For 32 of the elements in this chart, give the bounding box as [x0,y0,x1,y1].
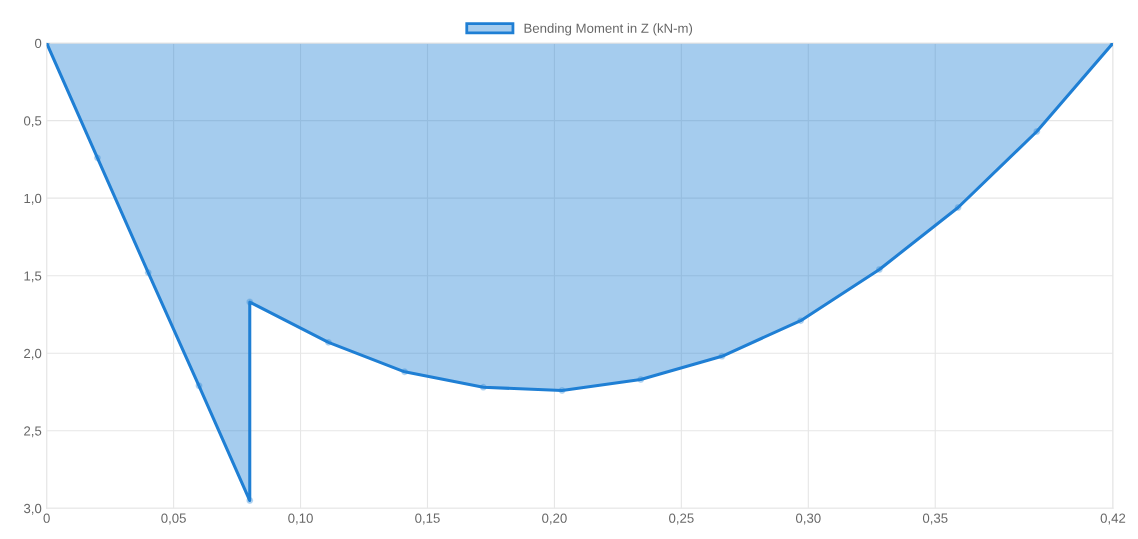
point [324,338,332,346]
x-tick-label: 0,20 [542,513,567,525]
point [1033,128,1041,135]
x-tick-label: 0,25 [669,513,694,525]
legend-label: Bending Moment in Z (kN-m) [524,23,693,36]
point [401,368,409,376]
point [246,298,254,306]
point [875,266,883,273]
point [797,317,805,325]
point [195,382,203,390]
x-tick-label: 0,30 [795,513,821,525]
y-tick-label: 2,5 [24,426,42,438]
x-tick-label: 0,10 [288,513,313,525]
x-tick-label: 0 [43,513,50,523]
x-tick-label: 0,15 [415,513,440,525]
point [954,204,962,211]
y-tick-label: 1,0 [24,193,42,205]
x-tick-label: 0,42 [1100,513,1126,525]
y-tick-label: 3,0 [23,503,42,515]
point [479,383,487,391]
point [637,376,645,384]
y-tick-label: 1,5 [24,271,42,283]
point [246,497,254,504]
y-tick-label: 2,0 [24,348,42,360]
point [144,269,152,277]
x-tick-label: 0,05 [161,513,186,525]
y-tick-label: 0,5 [23,116,42,128]
x-tick-label: 0,35 [922,513,948,525]
y-tick-label: 0 [34,38,42,49]
point [718,352,726,360]
point [93,154,101,162]
point [558,386,566,394]
